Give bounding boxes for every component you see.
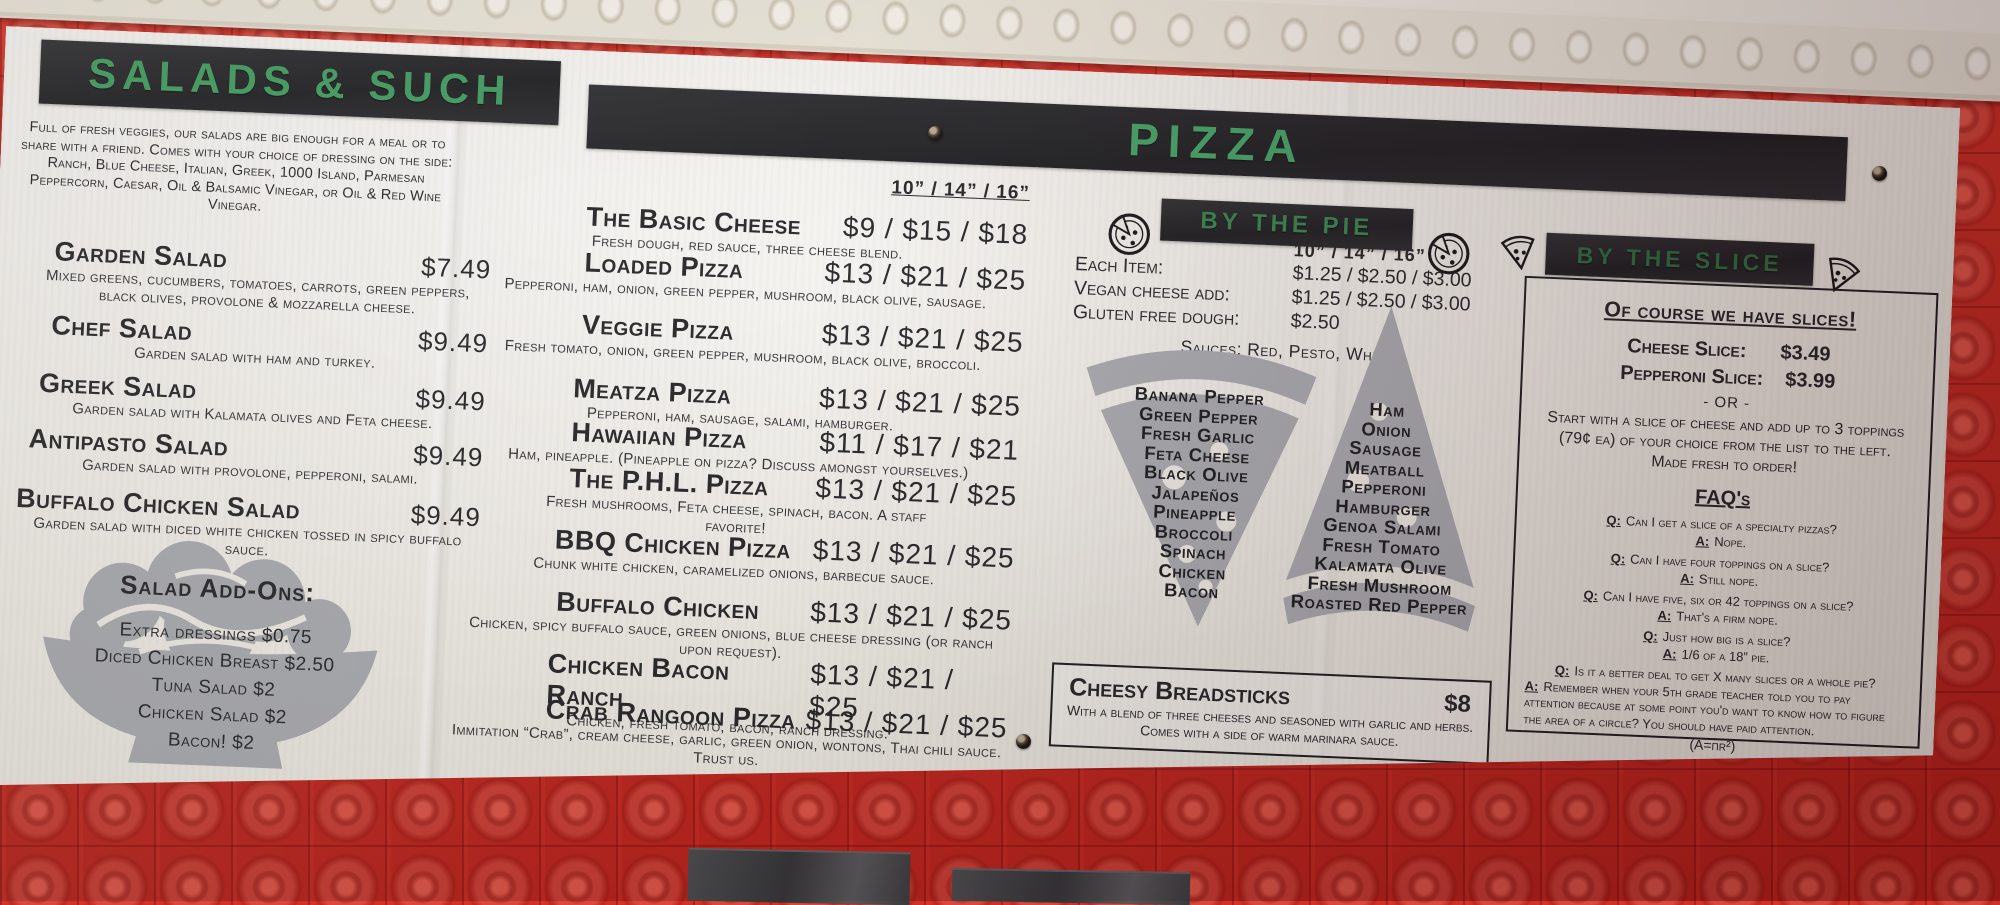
menu-banner: SALADS & SUCH Full of fresh veggies, our… — [0, 26, 1960, 867]
a-label: A: — [1679, 570, 1695, 586]
pizza-pie-icon — [1105, 210, 1153, 258]
a-label: A: — [1662, 645, 1677, 662]
build-your-slice-text: Start with a slice of cheese and add up … — [1546, 408, 1905, 477]
a-label: A: — [1657, 607, 1672, 623]
salads-intro: Full of fresh veggies, our salads are bi… — [20, 119, 453, 215]
slice-price: $3.99 — [1784, 368, 1836, 393]
pizza-slice-icon — [1496, 228, 1543, 275]
salads-title: SALADS & SUCH — [87, 49, 513, 115]
slice-label: Cheese Slice: — [1626, 335, 1748, 363]
pizza-slice-icon — [1816, 250, 1867, 301]
sizes-label: 10” / 14” / 16” — [890, 177, 1031, 205]
pizza-pie-icon — [1425, 230, 1473, 278]
toppings-right-slice-graphic — [1269, 298, 1498, 657]
cheesy-breadsticks-box: Cheesy Breadsticks $8 With a blend of th… — [1049, 662, 1492, 764]
grommet — [1016, 734, 1031, 749]
pizza-title: PIZZA — [1127, 113, 1308, 173]
faq-answer: That's a firm nope. — [1675, 607, 1779, 628]
faq-item: Q: Is it a better deal to get X many slic… — [1516, 661, 1911, 762]
toppings-left-slice-graphic — [1062, 333, 1332, 634]
toppings-list-right: Ham Onion Sausage Meatball Pepperoni Ham… — [1245, 395, 1522, 621]
q-label: Q: — [1642, 628, 1659, 644]
by-the-slice-section: BY THE SLICE Of course we have slices! C… — [6, 26, 1960, 108]
grommet — [928, 126, 943, 141]
picture-frame-top — [951, 867, 1191, 905]
menu-item-greek-salad: Greek Salad $9.49 Garden salad with Kalam… — [20, 367, 487, 435]
menu-item-veggie-pizza: Veggie Pizza $13 / $21 / $25 Fresh tomato… — [463, 303, 1025, 376]
q-label: Q: — [1606, 512, 1622, 529]
slice-price: $3.49 — [1780, 341, 1831, 366]
q-label: Q: — [1583, 587, 1599, 604]
pizza-sizes-header: 10” / 14” / 16” — [790, 173, 1031, 205]
faq-answer: Still nope. — [1698, 570, 1759, 589]
pizza-header-bar: PIZZA — [586, 84, 1848, 201]
q-label: Q: — [1554, 662, 1570, 679]
q-label: Q: — [1610, 550, 1626, 567]
grommet — [1872, 166, 1887, 181]
by-the-slice-title: BY THE SLICE — [1576, 241, 1784, 277]
slice-label: Pepperoni Slice: — [1619, 361, 1764, 390]
breadsticks-price: $8 — [1443, 689, 1472, 718]
salad-addons: Salad Add-Ons: Extra dressings $0.75 Dic… — [21, 565, 408, 763]
a-label: A: — [1524, 677, 1539, 694]
faq-list: Q: Can I get a slice of a specialty pizza… — [1507, 509, 1927, 762]
picture-frame-top — [687, 847, 911, 905]
menu-item-antipasto-salad: Antipasto Salad $9.49 Garden salad with p… — [17, 423, 484, 491]
slices-faq-box: Of course we have slices! Cheese Slice: … — [1506, 276, 1939, 749]
faq-answer: Nope. — [1713, 533, 1747, 550]
a-label: A: — [1695, 532, 1710, 549]
menu-item-chef-salad: Chef Salad $9.49 Garden salad with ham an… — [22, 309, 489, 377]
faq-answer: 1/6 of a 18” pie. — [1681, 646, 1770, 665]
by-the-pie-section: BY THE PIE 10” / 14” / 16” Each Item: $1.… — [6, 26, 1960, 108]
salads-header-bar: SALADS & SUCH — [39, 39, 561, 125]
menu-item-garden-salad: Garden Salad $7.49 Mixed greens, cucumber… — [24, 235, 491, 320]
slices-headline: Of course we have slices! — [1603, 297, 1858, 332]
salads-section: SALADS & SUCH Full of fresh veggies, our… — [6, 26, 1960, 108]
salad-bowl-graphic — [15, 532, 405, 783]
